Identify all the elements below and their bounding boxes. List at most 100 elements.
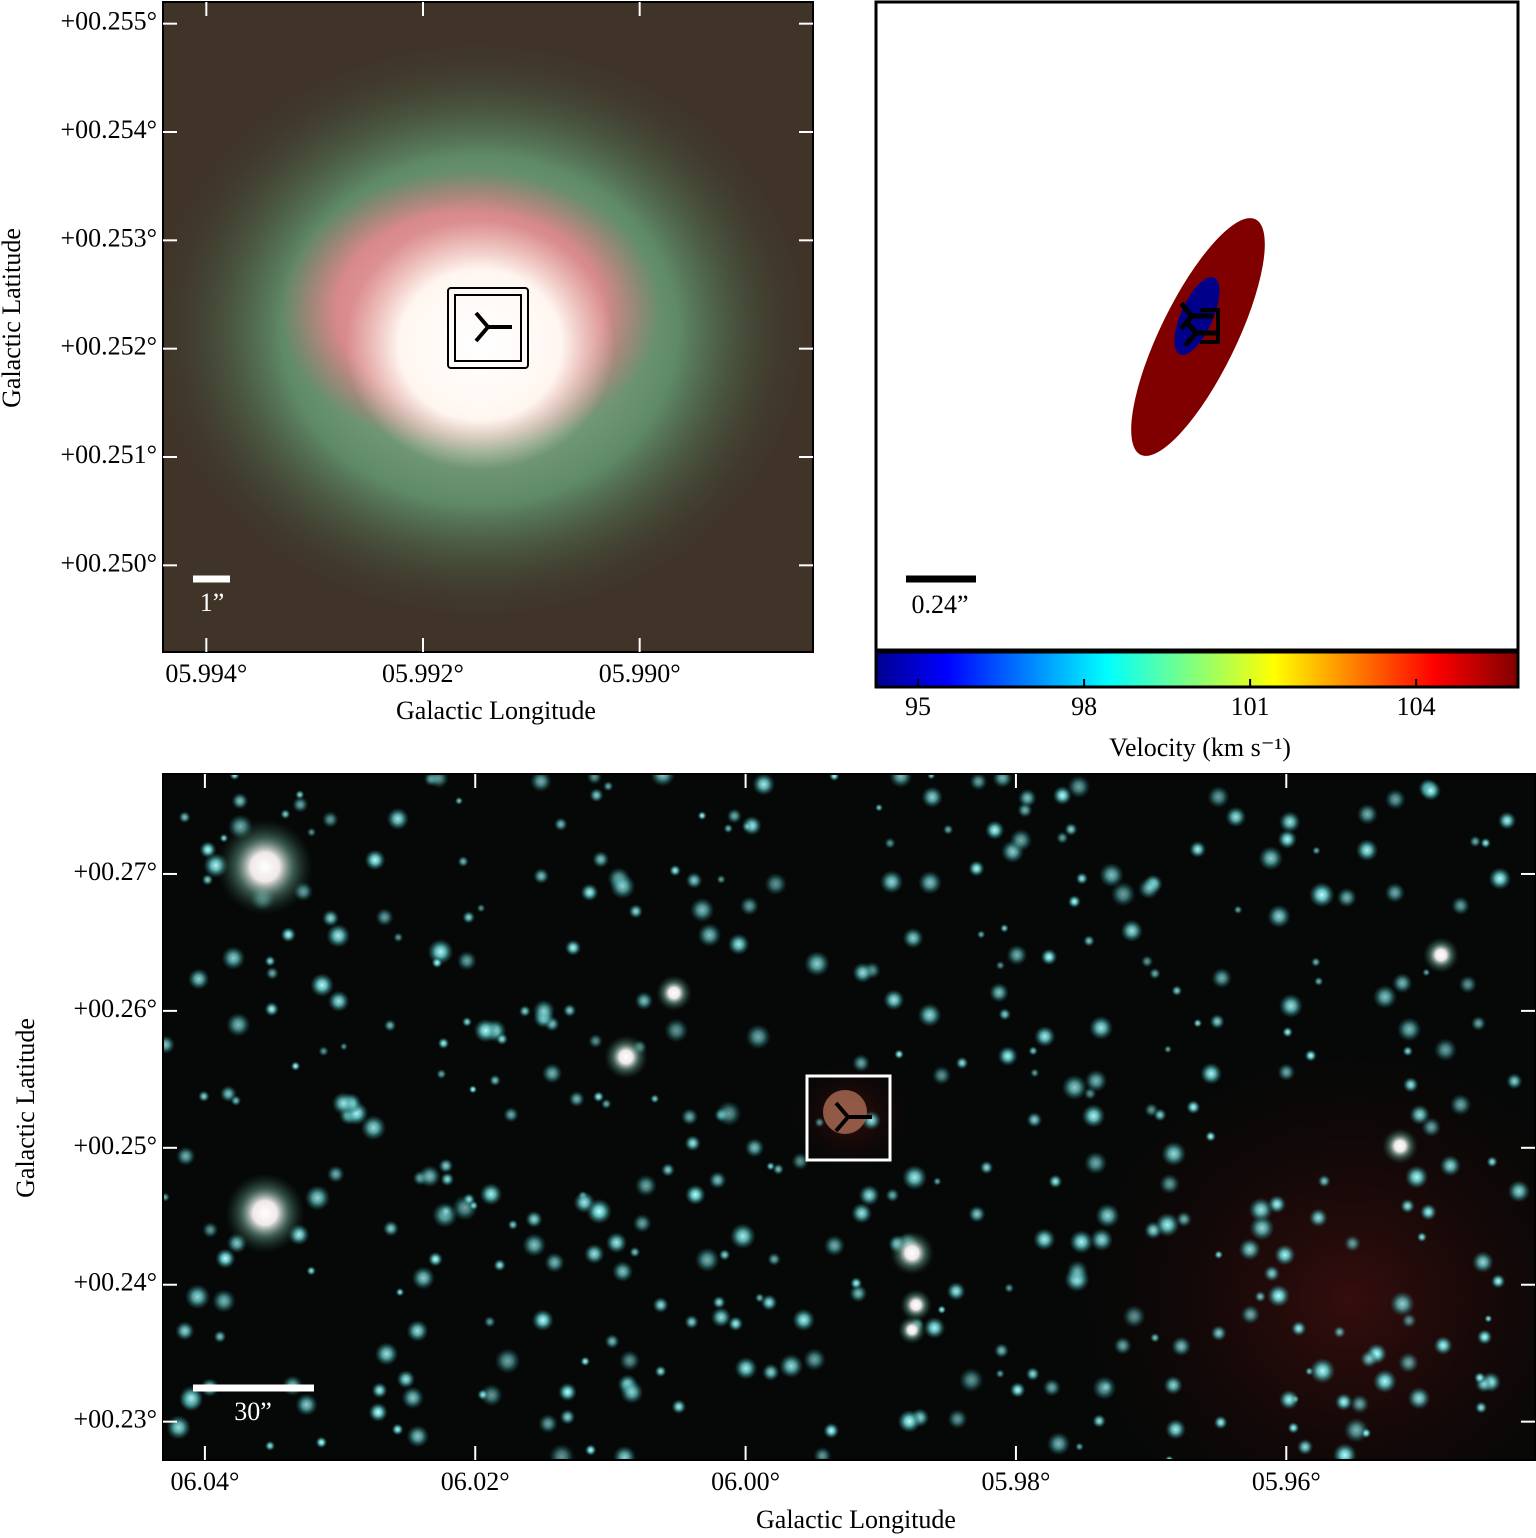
markers [1179,301,1220,348]
star [629,1246,641,1258]
star [792,1308,815,1332]
star [1422,968,1431,977]
star [1384,882,1406,903]
star [310,973,334,997]
star [525,1210,543,1228]
star [318,1045,329,1057]
star [544,1252,565,1273]
star [1333,1325,1346,1339]
star [1484,1314,1493,1323]
star [1291,1320,1307,1337]
y-tick-label: +00.254° [60,115,157,144]
star [1486,1156,1498,1168]
star [187,968,210,990]
star [1200,1062,1223,1085]
x-tick-label: 06.00° [711,1467,780,1496]
star [689,897,715,923]
star [1138,877,1160,900]
star [1214,1250,1224,1260]
star [1004,1283,1015,1294]
star [494,1347,521,1374]
star [760,1294,778,1311]
star [374,1342,399,1366]
star [1332,1443,1357,1460]
y-tick-label: +00.24° [73,1268,157,1297]
y-tick-label: +00.23° [73,1405,157,1434]
star [304,1185,331,1211]
star [958,1367,984,1393]
star [767,1252,781,1266]
star [503,1106,519,1123]
star [897,1409,921,1433]
star [1278,1389,1299,1410]
star [680,1108,699,1126]
star [586,774,603,785]
star [851,1202,873,1224]
star [1402,1045,1414,1057]
star [280,926,297,943]
star [1277,1063,1296,1082]
star [386,807,410,831]
star [176,1146,196,1166]
colorbar-tick-label: 95 [905,692,931,721]
star [1175,1211,1192,1228]
star [1164,1455,1174,1460]
star [1420,780,1442,801]
star [612,1260,634,1283]
star [1497,811,1517,830]
star [716,874,726,885]
star [431,957,443,969]
star [538,1413,558,1434]
x-tick-label: 06.02° [441,1467,510,1496]
star [1067,775,1091,799]
star [476,903,486,913]
star [588,1033,603,1049]
y-tick-label: +00.251° [60,440,157,469]
star [1238,1238,1261,1261]
emission-core [345,220,615,470]
star [634,1174,658,1197]
star [883,989,905,1011]
star [480,1383,503,1407]
star [744,1137,765,1158]
star [265,966,279,980]
star [184,1284,211,1310]
star [1263,1265,1281,1282]
star [1308,882,1335,908]
star [1349,1394,1370,1414]
star [969,774,988,791]
star [620,1380,644,1404]
star [995,1369,1005,1379]
star [586,1198,612,1225]
bright-star [225,1173,305,1253]
star [584,1243,605,1265]
star [726,808,742,824]
image-panel [163,2,813,652]
star [604,1333,620,1349]
star [229,774,240,781]
source-box [805,1074,892,1162]
star [393,932,404,943]
star [1033,1228,1056,1251]
star [493,1258,506,1272]
marker-arm [1179,301,1194,318]
star [671,1399,687,1415]
star [997,1046,1018,1067]
star [360,1115,387,1141]
star [1400,1198,1415,1214]
star [1092,1375,1117,1401]
star [1030,1068,1040,1078]
star [823,1234,846,1257]
star [1308,1208,1328,1228]
x-tick-label: 05.994° [165,659,247,688]
star [1433,1038,1458,1062]
star [1490,1273,1506,1289]
star [718,1248,731,1261]
star [1210,1325,1227,1342]
star [1017,788,1037,808]
colorbar-tick-label: 98 [1071,692,1097,721]
y-tick-label: +00.26° [73,994,157,1023]
star [1470,1015,1487,1031]
star [477,1389,489,1401]
